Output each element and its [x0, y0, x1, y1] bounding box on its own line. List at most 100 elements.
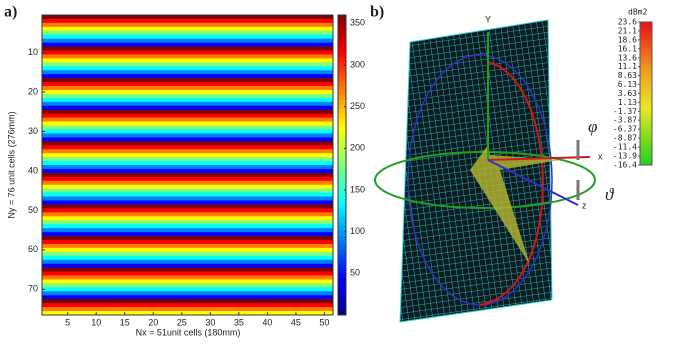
cell-row: [42, 165, 333, 169]
colorbar-cell: [338, 193, 346, 198]
colorbar-tick-label: 13.6: [618, 53, 637, 62]
cell-row: [42, 260, 333, 264]
x-tick-label: 25: [177, 317, 187, 327]
cell-row: [42, 303, 333, 307]
colorbar-tick-label: 8.63: [618, 71, 637, 80]
x-tick-label: 20: [148, 317, 158, 327]
axis-label: Y: [485, 14, 491, 24]
cell-row: [42, 295, 333, 299]
colorbar-cell: [338, 188, 346, 193]
colorbar-tick-label: 16.1: [618, 44, 637, 53]
cell-row: [42, 161, 333, 165]
cell-row: [42, 86, 333, 90]
colorbar-cell: [338, 146, 346, 151]
cell-row: [42, 236, 333, 240]
y-tick-label: 30: [28, 126, 38, 136]
cell-row: [42, 248, 333, 252]
cell-row: [42, 106, 333, 110]
cell-row: [42, 157, 333, 161]
colorbar-tick-label: -13.9: [613, 152, 637, 161]
colorbar-cell: [338, 282, 346, 287]
colorbar-tick-label: 1.13: [618, 98, 637, 107]
cell-row: [42, 58, 333, 62]
cell-row: [42, 90, 333, 94]
y-tick-label: 70: [28, 284, 38, 294]
cell-row: [42, 122, 333, 126]
y-axis-label: Ny = 76 unit cells (276mm): [6, 111, 16, 218]
colorbar-cell: [338, 198, 346, 203]
colorbar-cell: [338, 85, 346, 90]
colorbar: [640, 22, 652, 165]
cell-row: [42, 212, 333, 216]
cell-row: [42, 264, 333, 268]
colorbar-cell: [338, 132, 346, 137]
colorbar-cell: [338, 254, 346, 259]
x-tick-label: 15: [120, 317, 130, 327]
cell-row: [42, 102, 333, 106]
cell-row: [42, 204, 333, 208]
colorbar-cell: [338, 203, 346, 208]
x-axis-label: Nx = 51unit cells (180mm): [136, 327, 241, 337]
cell-row: [42, 43, 333, 47]
colorbar-cell: [338, 24, 346, 29]
colorbar-cell: [338, 20, 346, 25]
cell-row: [42, 47, 333, 51]
colorbar-tick-label: -8.87: [613, 134, 637, 143]
panel-label: b): [370, 4, 384, 21]
colorbar-cell: [338, 123, 346, 128]
colorbar-cell: [338, 278, 346, 283]
colorbar-cell: [338, 142, 346, 147]
cell-row: [42, 232, 333, 236]
colorbar-tick-label: -1.37: [613, 107, 637, 116]
colorbar-tick-label: -11.4: [613, 143, 637, 152]
colorbar-cell: [338, 221, 346, 226]
cell-row: [42, 70, 333, 74]
cell-row: [42, 51, 333, 55]
cell-row: [42, 110, 333, 114]
colorbar-unit: dBm2: [628, 8, 647, 17]
cell-row: [42, 153, 333, 157]
colorbar-cell: [338, 235, 346, 240]
colorbar-cell: [338, 62, 346, 67]
cell-row: [42, 19, 333, 23]
cell-row: [42, 220, 333, 224]
cell-row: [42, 181, 333, 185]
colorbar-cell: [338, 151, 346, 156]
cell-row: [42, 283, 333, 287]
cell-row: [42, 149, 333, 153]
cell-row: [42, 62, 333, 66]
angle-label: ϑ: [605, 185, 615, 204]
cell-row: [42, 15, 333, 19]
cell-row: [42, 66, 333, 70]
y-tick-label: 60: [28, 244, 38, 254]
x-tick-label: 50: [319, 317, 329, 327]
axis-label: z: [582, 200, 587, 210]
colorbar-cell: [338, 43, 346, 48]
colorbar-cell: [338, 76, 346, 81]
cell-row: [42, 114, 333, 118]
cell-row: [42, 126, 333, 130]
y-tick-label: 50: [28, 205, 38, 215]
cell-row: [42, 244, 333, 248]
colorbar-cell: [338, 170, 346, 175]
x-tick-label: 5: [65, 317, 70, 327]
panel-label: a): [4, 4, 17, 21]
colorbar-tick-label: 3.63: [618, 89, 637, 98]
cell-row: [42, 189, 333, 193]
cell-row: [42, 27, 333, 31]
colorbar-tick-label: 6.13: [618, 80, 637, 89]
colorbar-cell: [338, 99, 346, 104]
colorbar-cell: [338, 306, 346, 311]
colorbar-cell: [338, 184, 346, 189]
cell-row: [42, 197, 333, 201]
cell-row: [42, 208, 333, 212]
x-tick-label: 30: [205, 317, 215, 327]
cell-row: [42, 201, 333, 205]
colorbar-cell: [338, 263, 346, 268]
colorbar-cell: [338, 296, 346, 301]
cell-row: [42, 35, 333, 39]
colorbar-cell: [338, 67, 346, 72]
cell-row: [42, 23, 333, 27]
colorbar-cell: [338, 53, 346, 58]
cell-row: [42, 98, 333, 102]
